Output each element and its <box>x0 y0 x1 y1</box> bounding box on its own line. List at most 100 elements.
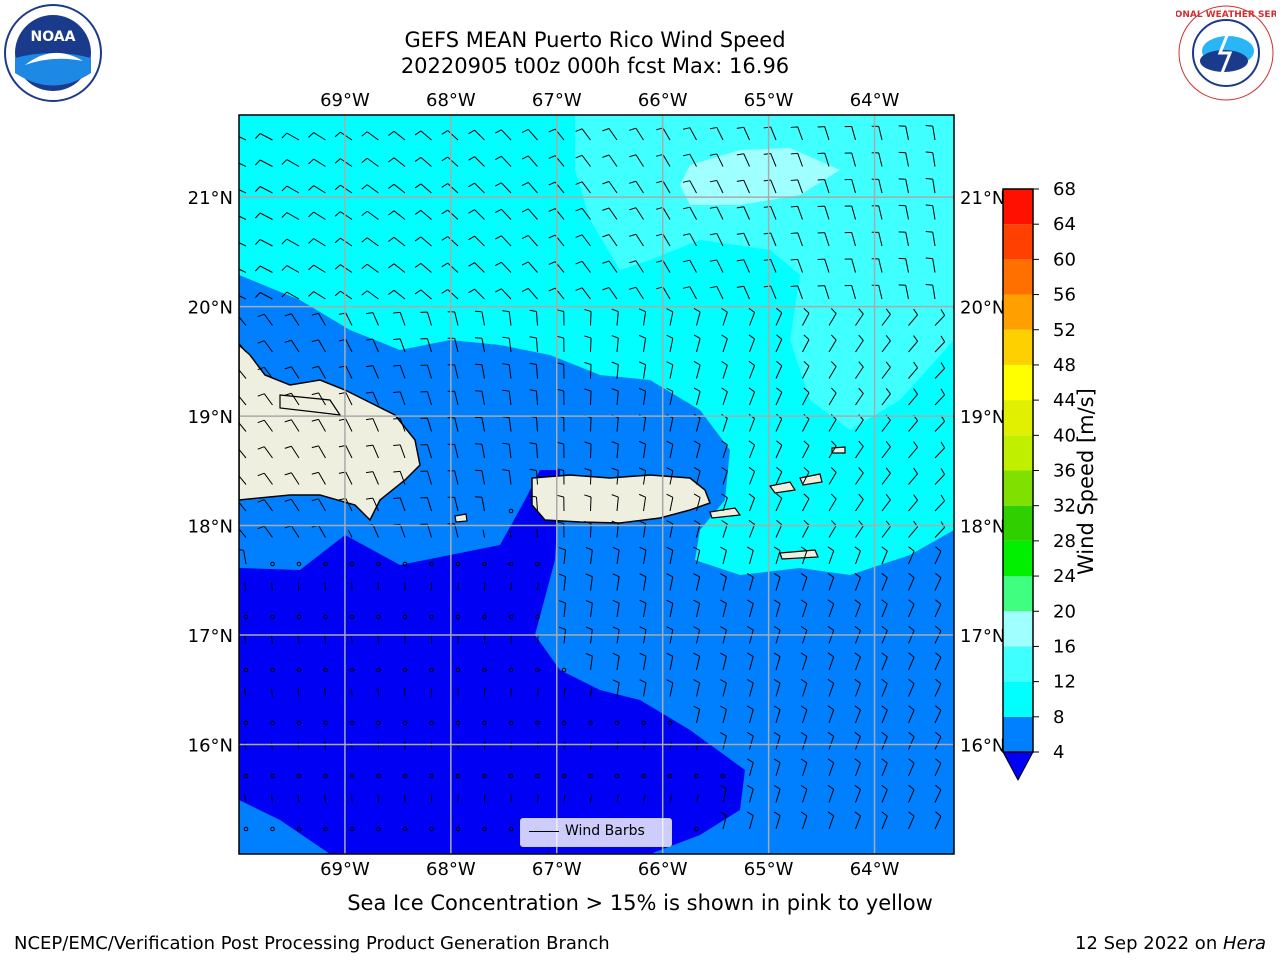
wind-barb <box>372 497 379 512</box>
wind-barb-flag <box>693 679 700 684</box>
wind-barb <box>447 289 459 300</box>
calm-marker <box>402 614 408 620</box>
wind-barb <box>743 206 750 220</box>
wind-barb <box>508 417 512 432</box>
wind-barb-flag <box>365 418 374 421</box>
wind-barb-flag <box>709 153 717 156</box>
wind-barb-flag <box>746 573 754 578</box>
wind-barb <box>934 341 946 353</box>
wind-barb <box>286 291 300 300</box>
wind-barb <box>239 501 247 512</box>
wind-barb-flag <box>830 387 837 394</box>
wind-barb-flag <box>575 234 583 238</box>
wind-barb-flag <box>231 500 237 503</box>
wind-barb <box>340 158 353 167</box>
wind-barb <box>696 741 699 750</box>
wind-barb-flag <box>229 213 234 218</box>
wind-barb-flag <box>935 731 942 738</box>
wind-barb-flag <box>629 180 637 184</box>
calm-marker <box>641 773 646 779</box>
wind-barb <box>454 311 459 326</box>
wind-barb <box>716 180 724 194</box>
wind-barb <box>643 629 647 644</box>
calm-marker <box>535 773 540 779</box>
wind-barb <box>934 657 942 671</box>
wind-barb <box>878 205 883 220</box>
wind-barb-flag <box>495 129 502 134</box>
lon-label-top: 65°W <box>744 90 794 111</box>
wind-barb-flag <box>441 236 448 241</box>
wind-barb <box>662 233 671 247</box>
wind-barb <box>749 656 754 671</box>
wind-barb-flag <box>556 494 564 498</box>
wind-barb-flag <box>940 335 946 343</box>
wind-barb <box>881 420 891 432</box>
wind-barb-flag <box>495 182 502 187</box>
wind-barb-flag <box>521 235 529 239</box>
calm-marker <box>561 667 567 673</box>
wind-barb-flag <box>790 126 798 128</box>
wind-barb <box>501 288 512 300</box>
wind-barb <box>616 550 620 565</box>
wind-barb-flag <box>257 446 265 450</box>
wind-barb-flag <box>800 599 808 605</box>
wind-barb-flag <box>393 391 401 393</box>
wind-barb-flag <box>763 179 771 182</box>
wind-barb <box>881 499 891 512</box>
wind-barb <box>855 525 864 538</box>
wind-barb-flag <box>721 440 728 446</box>
wind-barb <box>643 311 647 326</box>
wind-barb <box>581 208 591 220</box>
wind-barb-flag <box>229 134 234 139</box>
wind-barb <box>802 736 808 750</box>
wind-barb <box>481 497 485 512</box>
wind-barb-flag <box>800 546 808 552</box>
wind-barb-flag <box>748 440 755 446</box>
wind-barb <box>590 364 592 379</box>
wind-barb <box>905 232 909 247</box>
wind-barb-flag <box>521 182 529 186</box>
wind-barb <box>372 312 379 326</box>
wind-barb-flag <box>229 266 234 271</box>
wind-barb-flag <box>800 705 808 711</box>
wind-barb-flag <box>773 678 781 684</box>
wind-barb-flag <box>612 573 620 578</box>
wind-barb <box>696 391 701 406</box>
wind-barb-flag <box>800 731 808 737</box>
wind-barb-flag <box>529 309 537 313</box>
wind-barb <box>536 529 538 538</box>
calm-marker <box>349 561 355 567</box>
wind-barb <box>616 603 620 618</box>
calm-marker <box>455 773 461 779</box>
calm-marker <box>376 667 381 673</box>
wind-barb <box>908 683 915 697</box>
wind-barb <box>851 258 856 273</box>
wind-barb-flag <box>800 678 808 684</box>
calm-marker <box>482 826 487 832</box>
colorbar-segment <box>1003 435 1033 471</box>
wind-barb <box>932 258 936 273</box>
wind-barb <box>399 365 406 379</box>
wind-barb <box>716 286 724 300</box>
wind-barb <box>239 316 247 326</box>
lat-label-left: 20°N <box>188 298 233 319</box>
lon-label-top: 68°W <box>426 90 476 111</box>
wind-barb <box>345 418 353 432</box>
calm-marker <box>667 773 673 779</box>
wind-barb-flag <box>925 257 933 260</box>
wind-barb <box>743 286 750 300</box>
wind-barb <box>366 157 379 167</box>
wind-barb <box>775 418 783 432</box>
wind-barb-flag <box>830 520 837 526</box>
wind-barb <box>537 635 539 644</box>
wind-barb <box>824 126 830 141</box>
wind-barb-flag <box>388 236 395 242</box>
wind-barb <box>934 421 946 432</box>
wind-barb-flag <box>229 160 234 165</box>
wind-barb <box>420 236 432 247</box>
wind-barb-flag <box>311 365 319 369</box>
wind-barb <box>345 471 353 485</box>
calm-marker <box>402 826 408 832</box>
wind-barb-flag <box>720 652 727 657</box>
wind-barb <box>669 311 674 326</box>
